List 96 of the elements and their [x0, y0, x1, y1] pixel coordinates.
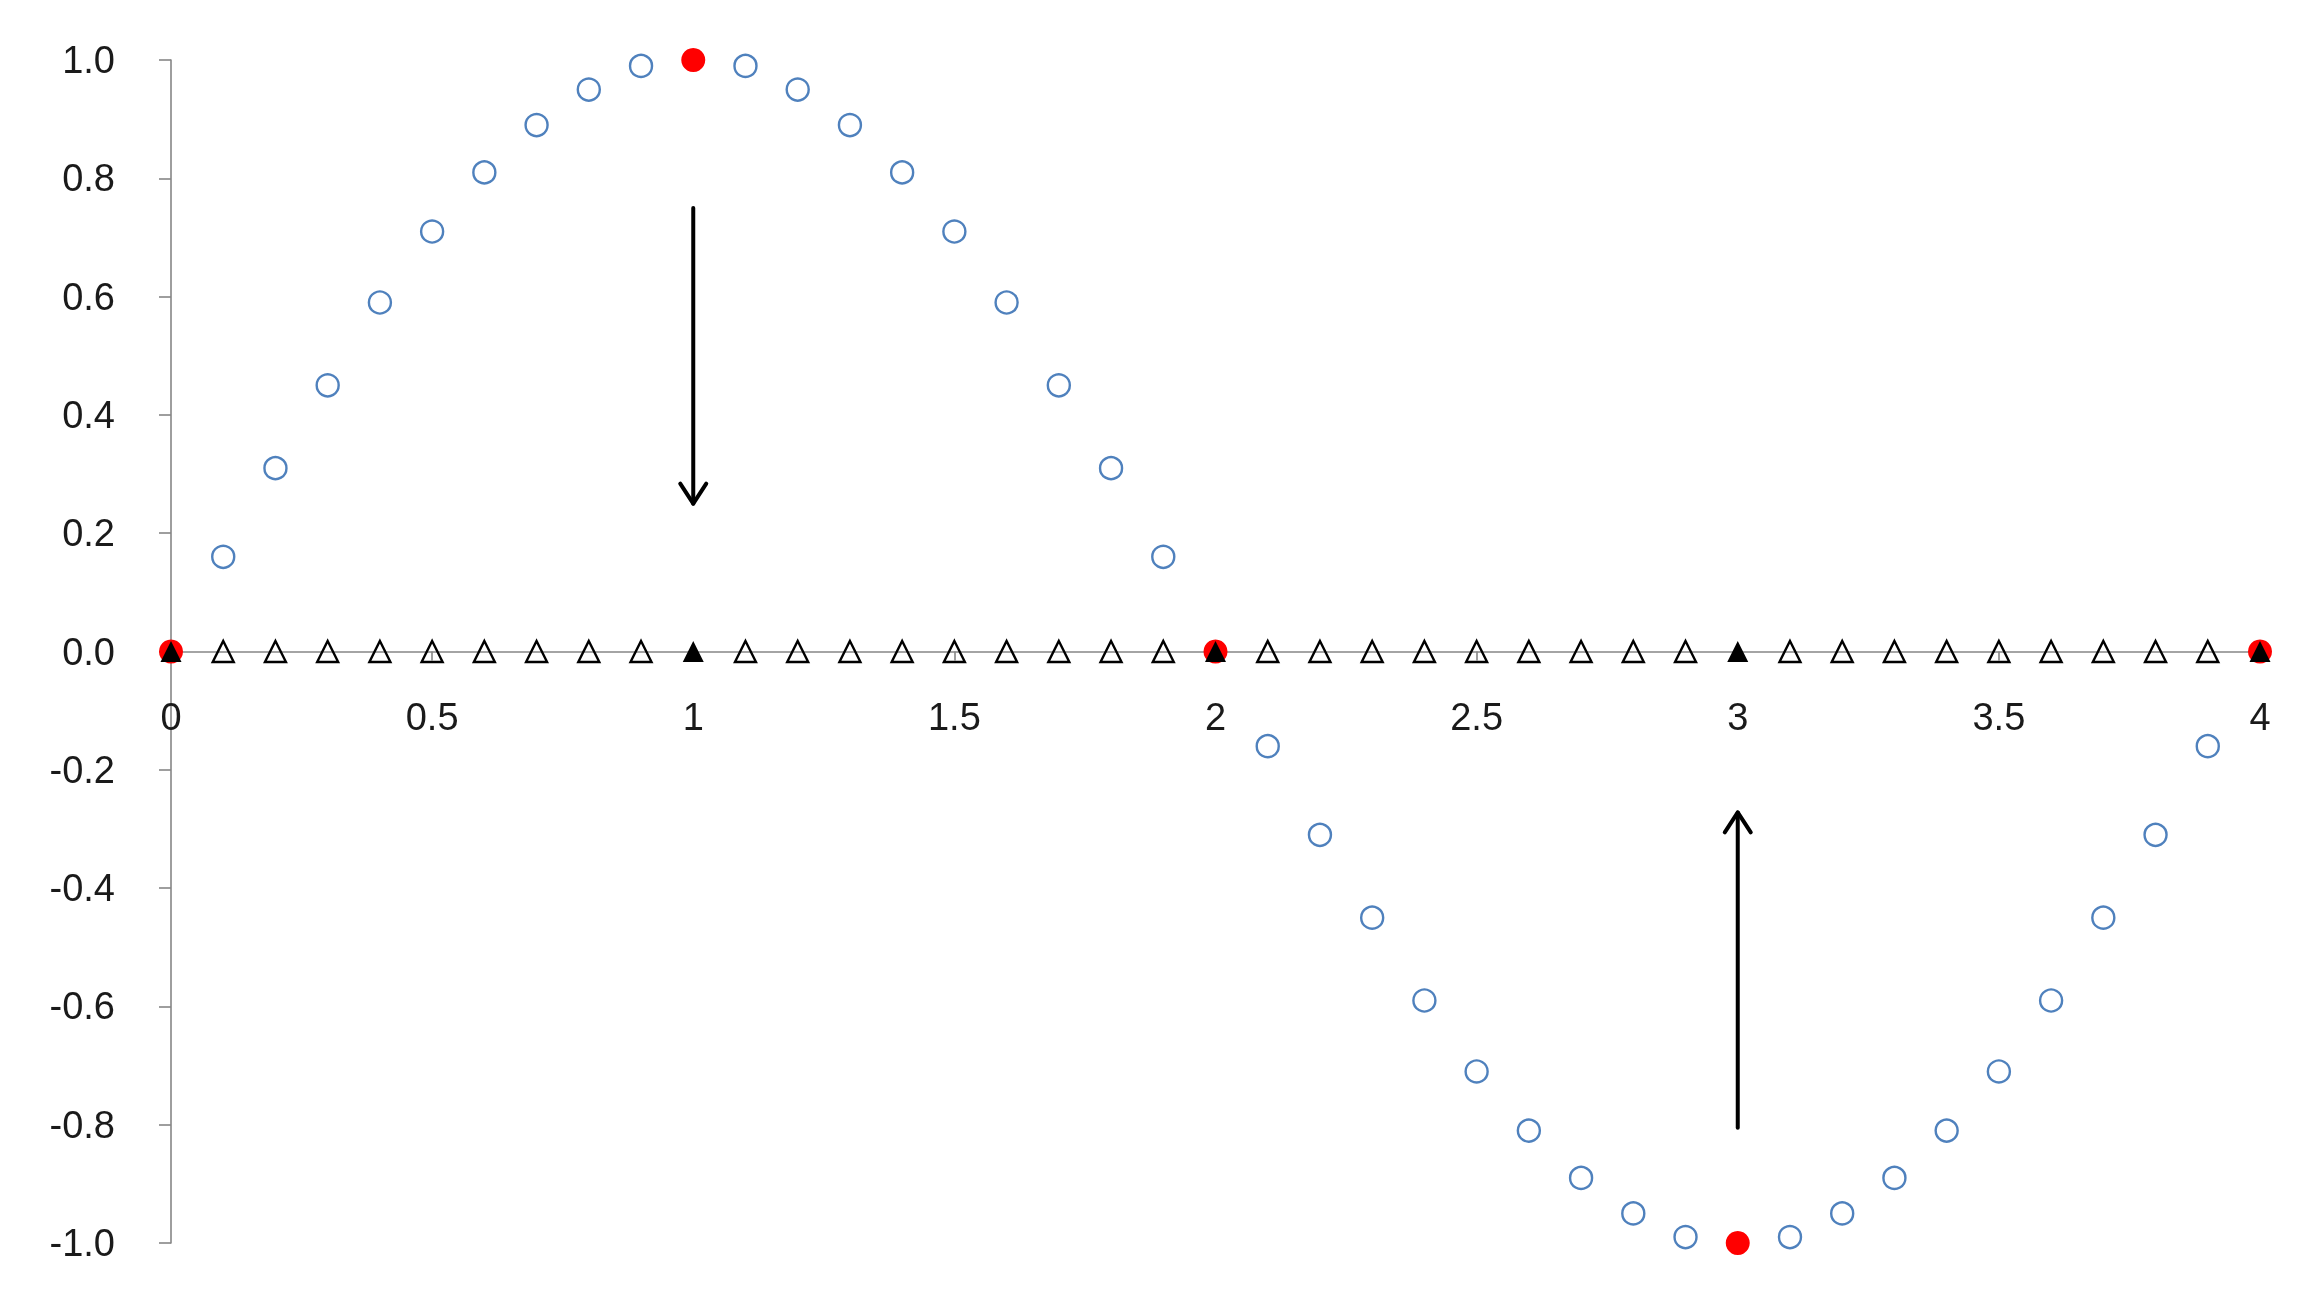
- point: [682, 641, 704, 662]
- point: [1151, 544, 1176, 570]
- y-tick-label: 1.0: [62, 39, 115, 81]
- point: [1412, 988, 1437, 1013]
- point: [263, 455, 288, 481]
- point: [211, 544, 236, 570]
- point: [1986, 1059, 2012, 1084]
- point: [838, 639, 862, 664]
- point: [1727, 641, 1749, 662]
- point: [367, 290, 393, 315]
- y-tick-label: 0.8: [62, 157, 115, 200]
- point: [1046, 373, 1072, 398]
- point: [1360, 905, 1385, 930]
- point: [1882, 1165, 1907, 1191]
- y-tick-label: 0.4: [62, 393, 115, 436]
- x-tick-label: 2.5: [1450, 695, 1504, 738]
- point: [419, 219, 445, 244]
- x-tick-label: 4: [2249, 695, 2271, 738]
- x-tick-label: 1.5: [927, 695, 981, 738]
- point: [2196, 639, 2220, 664]
- point: [837, 112, 863, 138]
- point: [1412, 639, 1437, 664]
- point: [2195, 733, 2220, 759]
- point: [2091, 905, 2116, 930]
- point: [1255, 733, 1280, 759]
- point: [889, 160, 915, 185]
- point: [1151, 639, 1175, 664]
- point: [1098, 455, 1124, 481]
- point: [368, 639, 392, 664]
- y-tick-label: -1.0: [49, 1222, 115, 1264]
- point: [942, 219, 967, 244]
- x-tick-label: 0.5: [405, 695, 459, 738]
- point: [1621, 639, 1645, 664]
- y-tick-label: 0.2: [62, 512, 115, 555]
- point: [263, 639, 288, 664]
- point: [2039, 639, 2063, 664]
- point: [1516, 1118, 1542, 1143]
- point: [211, 639, 235, 664]
- point: [628, 53, 654, 79]
- point: [1830, 639, 1854, 664]
- y-tick-label: -0.6: [49, 985, 115, 1028]
- point: [629, 639, 653, 664]
- point: [1673, 639, 1698, 664]
- point: [1464, 1059, 1489, 1084]
- point: [472, 160, 497, 185]
- x-tick-label: 2: [1204, 695, 1227, 738]
- point: [2143, 822, 2168, 848]
- y-tick-label: -0.8: [49, 1103, 115, 1146]
- point: [1517, 639, 1541, 664]
- point: [1256, 639, 1280, 664]
- point: [1621, 1201, 1646, 1226]
- point: [524, 639, 549, 664]
- point: [576, 77, 601, 102]
- point: [577, 639, 601, 664]
- x-tick-label: 0: [160, 695, 182, 738]
- point: [1777, 1224, 1803, 1250]
- point: [2143, 639, 2168, 664]
- point: [1464, 639, 1489, 664]
- point: [1934, 1118, 1959, 1143]
- point: [1778, 639, 1802, 664]
- point: [1099, 639, 1123, 664]
- x-tick-label: 3: [1727, 695, 1749, 738]
- point: [315, 373, 340, 398]
- point: [2091, 639, 2116, 664]
- point: [1987, 639, 2011, 664]
- point: [890, 639, 914, 664]
- y-tick-label: -0.4: [49, 867, 115, 910]
- point: [786, 639, 810, 664]
- point: [420, 639, 444, 664]
- point: [733, 53, 758, 79]
- point: [785, 77, 810, 102]
- y-tick-label: -0.2: [49, 748, 115, 791]
- x-tick-label: 1: [682, 695, 704, 738]
- y-tick-label: 0.6: [62, 275, 115, 318]
- point: [472, 639, 497, 664]
- point: [681, 48, 706, 72]
- point: [1569, 639, 1593, 664]
- point: [1934, 639, 1959, 664]
- point: [942, 639, 967, 664]
- point: [1882, 639, 1907, 664]
- point: [1360, 639, 1384, 664]
- point: [1568, 1165, 1594, 1191]
- x-tick-label: 3.5: [1972, 695, 2026, 738]
- point: [1047, 639, 1071, 664]
- point: [1673, 1224, 1698, 1250]
- point: [2038, 988, 2064, 1013]
- point: [1725, 1231, 1750, 1255]
- point: [994, 639, 1019, 664]
- point: [1308, 639, 1332, 664]
- point: [1830, 1201, 1855, 1226]
- point: [994, 290, 1019, 315]
- point: [315, 639, 340, 664]
- point: [1307, 822, 1333, 848]
- y-tick-label: 0.0: [62, 630, 115, 673]
- point: [524, 112, 549, 138]
- point: [733, 639, 758, 664]
